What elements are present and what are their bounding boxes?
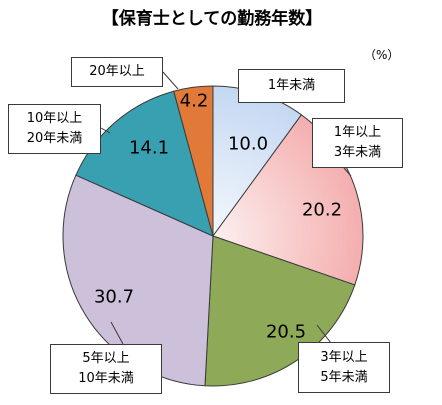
slice-value-label: 10.0 [228, 134, 268, 155]
leader-line [110, 321, 124, 345]
leader-line [100, 127, 111, 134]
slice-value-label: 20.5 [266, 322, 306, 343]
pie-slice [75, 90, 214, 237]
value-labels: 10.0 20.2 20.5 30.7 14.1 4.2 [94, 91, 342, 343]
leader-line [162, 71, 179, 90]
leader-lines [100, 71, 352, 345]
category-label-box: 3年以上 5年未満 [298, 342, 390, 393]
pie-slice [62, 174, 214, 387]
category-label-box: 1年未満 [238, 69, 345, 103]
chart-title: 【保育士としての勤務年数】 [101, 9, 323, 29]
slice-value-label: 30.7 [94, 287, 134, 308]
category-label-box: 10年以上 20年未満 [8, 104, 101, 154]
category-label-box: 20年以上 [71, 57, 163, 87]
leader-line [343, 167, 352, 177]
pie-slice [173, 85, 214, 237]
slice-value-label: 4.2 [180, 91, 209, 112]
pie-slice [204, 235, 356, 387]
unit-label: （%） [364, 48, 400, 62]
slice-value-label: 20.2 [302, 200, 342, 221]
slice-value-label: 14.1 [129, 138, 169, 159]
category-label-box: 1年以上 3年未満 [312, 118, 403, 168]
leader-line [316, 324, 332, 344]
category-label-box: 5年以上 10年未満 [50, 344, 162, 394]
